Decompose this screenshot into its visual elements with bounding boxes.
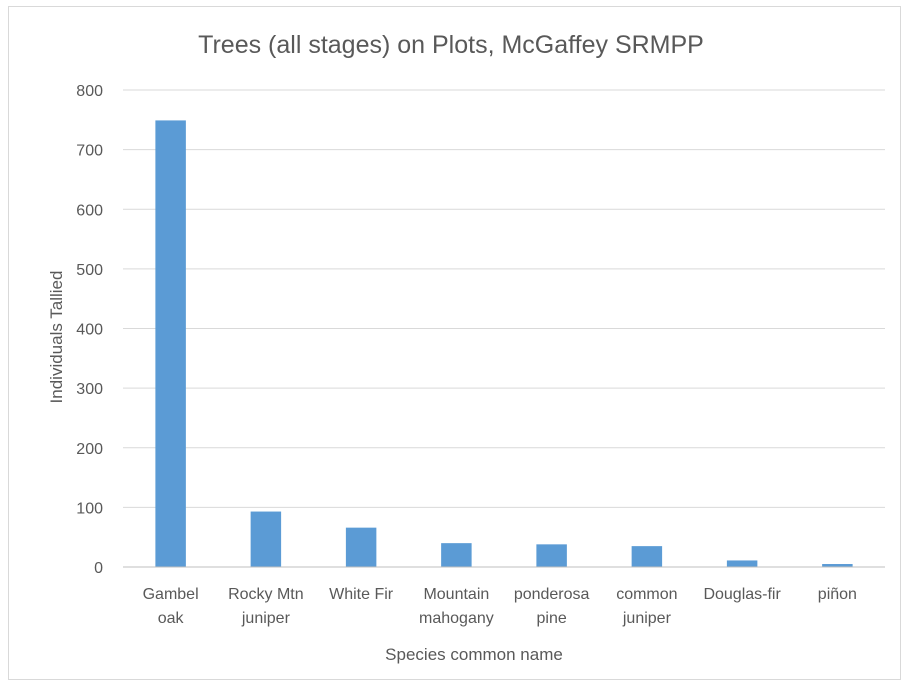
y-tick-label: 600 bbox=[76, 202, 103, 219]
bar bbox=[536, 544, 567, 567]
x-category-label: ponderosa pine bbox=[514, 586, 590, 627]
bars bbox=[155, 120, 853, 567]
bar-chart: Trees (all stages) on Plots, McGaffey SR… bbox=[47, 31, 885, 664]
chart-title: Trees (all stages) on Plots, McGaffey SR… bbox=[198, 31, 704, 59]
bar bbox=[155, 120, 186, 567]
x-category-label: piñon bbox=[818, 586, 857, 603]
bar bbox=[441, 543, 472, 567]
y-tick-label: 100 bbox=[76, 500, 103, 517]
bar bbox=[345, 527, 377, 567]
bar bbox=[631, 546, 663, 567]
bar bbox=[822, 564, 853, 567]
y-tick-label: 0 bbox=[94, 560, 103, 577]
chart-frame: Trees (all stages) on Plots, McGaffey SR… bbox=[8, 6, 901, 680]
x-category-label: Mountain mahogany bbox=[419, 586, 494, 627]
x-category-label: White Fir bbox=[329, 586, 394, 603]
x-category-label: Rocky Mtn juniper bbox=[228, 586, 304, 627]
y-tick-label: 500 bbox=[76, 262, 103, 279]
bar bbox=[250, 511, 282, 567]
y-tick-label: 700 bbox=[76, 143, 103, 160]
y-tick-label: 300 bbox=[76, 381, 103, 398]
y-tick-label: 400 bbox=[76, 322, 103, 339]
gridlines bbox=[123, 89, 885, 508]
y-axis-title: Individuals Tallied bbox=[47, 271, 66, 404]
y-tick-label: 800 bbox=[76, 83, 103, 100]
y-tick-labels: 0 100 200 300 400 500 600 700 800 bbox=[76, 83, 103, 577]
x-category-labels: Gambel oak Rocky Mtn juniper White Fir Mounta… bbox=[143, 586, 857, 627]
x-axis-title: Species common name bbox=[385, 645, 563, 664]
x-category-label: Gambel oak bbox=[143, 586, 199, 627]
bar bbox=[726, 560, 758, 567]
x-category-label: Douglas-fir bbox=[703, 586, 781, 603]
x-category-label: common juniper bbox=[616, 586, 677, 627]
y-tick-label: 200 bbox=[76, 441, 103, 458]
